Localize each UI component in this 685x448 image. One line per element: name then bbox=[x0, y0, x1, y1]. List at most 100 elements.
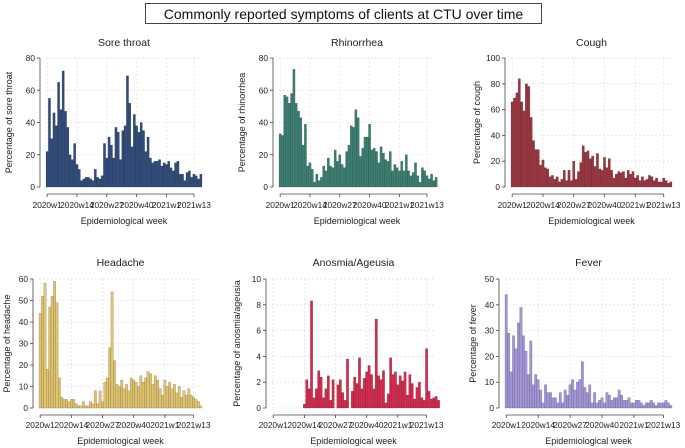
y-tick-label: 80 bbox=[491, 79, 501, 89]
bar bbox=[407, 170, 410, 188]
bar bbox=[314, 388, 318, 409]
bar bbox=[632, 402, 636, 409]
bar bbox=[411, 172, 415, 188]
bar bbox=[605, 392, 609, 409]
bar bbox=[541, 159, 545, 188]
bar bbox=[514, 348, 518, 409]
bar bbox=[366, 136, 369, 188]
bar bbox=[372, 388, 376, 409]
bar bbox=[437, 400, 440, 409]
y-axis-label: Percentage of sore throat bbox=[4, 71, 14, 173]
bar bbox=[338, 379, 342, 409]
x-tick-label: 2020w40 bbox=[585, 420, 619, 430]
x-tick-label: 2020w14 bbox=[526, 200, 560, 210]
bar bbox=[133, 114, 136, 188]
bar bbox=[612, 397, 616, 409]
bar bbox=[301, 144, 305, 188]
bar bbox=[600, 170, 604, 188]
bar bbox=[625, 400, 628, 409]
bar bbox=[94, 169, 97, 188]
bar bbox=[546, 168, 550, 188]
bar bbox=[400, 161, 404, 188]
bar bbox=[333, 149, 337, 188]
bar bbox=[393, 164, 397, 188]
bar bbox=[161, 394, 164, 409]
y-axis-label: Percentage of rhinorrhea bbox=[237, 73, 247, 173]
y-tick-label: 80 bbox=[26, 53, 36, 63]
bar bbox=[48, 306, 52, 409]
bar bbox=[66, 127, 70, 188]
x-axis-label: Epidemiological week bbox=[310, 436, 397, 446]
bar bbox=[167, 161, 171, 188]
bar bbox=[151, 162, 154, 188]
bar bbox=[546, 392, 550, 409]
bar bbox=[197, 178, 200, 188]
bar bbox=[434, 396, 438, 409]
bar bbox=[158, 388, 162, 409]
bar bbox=[539, 164, 542, 188]
bar bbox=[648, 175, 651, 188]
bar bbox=[567, 170, 571, 188]
x-tick-label: 2020w27 bbox=[553, 420, 587, 430]
bar bbox=[603, 157, 606, 188]
bar bbox=[512, 335, 515, 409]
bar bbox=[288, 103, 291, 188]
bar bbox=[593, 166, 597, 188]
bar bbox=[631, 171, 635, 188]
x-tick-label: 2020w40 bbox=[117, 420, 151, 430]
bar bbox=[340, 164, 344, 188]
bar bbox=[317, 180, 321, 188]
bar bbox=[415, 387, 419, 409]
bar bbox=[117, 386, 121, 409]
y-tick-label: 20 bbox=[491, 156, 501, 166]
bar bbox=[558, 392, 562, 409]
bar bbox=[146, 136, 150, 188]
bar bbox=[565, 180, 568, 188]
bar bbox=[591, 155, 595, 188]
x-tick-label: 2020w27 bbox=[90, 200, 124, 210]
y-axis-label: Percentage of fever bbox=[468, 304, 478, 383]
bar bbox=[610, 170, 613, 188]
y-tick-label: 50 bbox=[485, 274, 495, 284]
bar bbox=[624, 177, 628, 188]
bar bbox=[163, 379, 167, 409]
bar bbox=[189, 394, 193, 409]
bar bbox=[578, 379, 582, 409]
bar bbox=[303, 403, 306, 409]
bar bbox=[416, 175, 420, 188]
y-tick-label: 60 bbox=[491, 105, 501, 115]
bar bbox=[48, 98, 51, 188]
bar bbox=[636, 175, 640, 188]
bar bbox=[395, 167, 399, 188]
x-tick-label: 2020w14 bbox=[55, 420, 89, 430]
bar bbox=[153, 161, 157, 188]
bar bbox=[603, 402, 606, 409]
bar bbox=[598, 400, 601, 409]
bar bbox=[199, 405, 203, 409]
bar bbox=[517, 322, 520, 409]
bar bbox=[121, 130, 125, 188]
bar bbox=[331, 167, 335, 188]
bar bbox=[197, 401, 200, 409]
bar bbox=[64, 111, 67, 188]
x-tick-label: 2020w1 bbox=[498, 200, 527, 210]
bar bbox=[290, 93, 293, 188]
bar bbox=[305, 379, 309, 409]
bar bbox=[103, 143, 106, 188]
x-tick-label: 2020w1 bbox=[33, 200, 62, 210]
bar bbox=[654, 405, 658, 409]
bar bbox=[590, 402, 594, 409]
bar bbox=[176, 161, 180, 188]
y-tick-label: 30 bbox=[485, 326, 495, 336]
bar bbox=[82, 178, 86, 188]
bar bbox=[79, 405, 83, 409]
x-tick-label: 2020w14 bbox=[60, 200, 94, 210]
bar bbox=[84, 177, 88, 188]
bar bbox=[98, 390, 102, 409]
bar bbox=[588, 158, 592, 188]
bar bbox=[149, 157, 152, 188]
bar bbox=[633, 177, 637, 188]
y-tick-label: 40 bbox=[259, 118, 269, 128]
bar bbox=[539, 389, 542, 409]
bar bbox=[343, 400, 347, 409]
